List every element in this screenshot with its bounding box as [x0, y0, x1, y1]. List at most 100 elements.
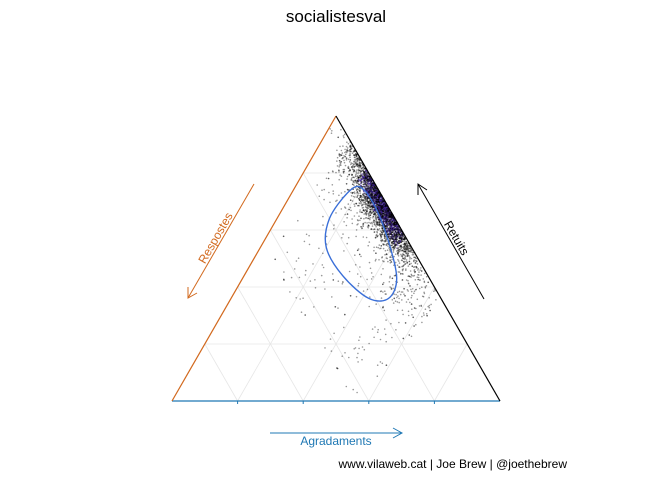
data-point [399, 248, 401, 251]
data-point [422, 278, 425, 280]
data-point [357, 164, 360, 167]
data-point [397, 266, 400, 268]
data-point [359, 162, 362, 164]
data-point [353, 160, 355, 163]
data-point [389, 225, 392, 228]
data-point [351, 173, 353, 176]
data-point [398, 250, 401, 253]
data-point [399, 248, 401, 251]
data-point [378, 218, 381, 220]
data-point [331, 184, 334, 186]
data-point [403, 243, 406, 246]
data-point [389, 232, 392, 234]
data-point [378, 244, 381, 246]
data-point [351, 174, 354, 176]
data-point [358, 197, 360, 200]
data-point [404, 322, 407, 324]
data-point [364, 213, 367, 215]
data-point [396, 252, 399, 254]
data-point [412, 252, 414, 254]
data-point [401, 249, 404, 252]
data-point [388, 247, 390, 249]
data-point [389, 277, 391, 279]
data-point [406, 254, 409, 257]
contour-line [324, 185, 398, 302]
data-point [305, 269, 307, 272]
data-point [342, 157, 344, 159]
data-point [381, 233, 384, 236]
data-point [355, 170, 357, 173]
data-point [405, 249, 407, 251]
data-point [345, 183, 348, 185]
data-point [363, 198, 366, 200]
data-point [403, 248, 406, 250]
data-point [382, 305, 385, 308]
data-point [397, 253, 399, 256]
data-point [358, 183, 361, 186]
data-point [368, 185, 370, 187]
data-point [405, 241, 407, 243]
data-point [398, 290, 401, 293]
data-point [369, 186, 371, 189]
data-point [400, 255, 403, 257]
data-point [372, 188, 375, 191]
data-point [400, 245, 402, 247]
data-point [409, 256, 411, 259]
data-point [374, 216, 377, 218]
data-point [364, 197, 366, 199]
data-point [359, 163, 361, 165]
data-point [423, 280, 426, 283]
data-point [364, 217, 367, 219]
data-point [396, 243, 399, 246]
data-point [397, 251, 400, 253]
data-point [411, 265, 414, 268]
data-point [388, 235, 390, 238]
data-point [340, 161, 343, 163]
data-point [419, 269, 422, 271]
data-point [406, 244, 408, 247]
data-point [366, 172, 369, 174]
data-point [396, 224, 399, 226]
data-point [417, 269, 419, 271]
data-point [355, 175, 357, 178]
data-point [384, 225, 387, 227]
data-point [345, 157, 348, 160]
data-point [359, 188, 362, 190]
data-point [360, 165, 362, 167]
data-point [367, 213, 370, 215]
data-point [357, 192, 360, 195]
data-point [370, 272, 373, 274]
data-point [350, 146, 352, 148]
data-point [360, 217, 362, 220]
data-point [378, 228, 381, 230]
data-point [302, 297, 304, 300]
data-point [344, 313, 346, 316]
data-point [348, 154, 351, 157]
data-point [358, 197, 360, 200]
data-point [351, 222, 354, 225]
data-point [349, 145, 352, 148]
data-point [361, 199, 363, 201]
data-point [390, 260, 393, 263]
data-point [393, 227, 396, 230]
data-point [406, 262, 408, 265]
data-point [389, 239, 391, 241]
data-point [359, 190, 361, 192]
data-point [357, 219, 360, 222]
data-point [364, 195, 367, 198]
data-point [380, 245, 383, 247]
data-point [367, 187, 369, 189]
data-point [401, 265, 403, 268]
data-point [349, 169, 352, 171]
data-point [382, 306, 384, 309]
data-point [300, 311, 303, 314]
data-point [371, 212, 373, 214]
data-point [383, 217, 385, 220]
data-point [372, 196, 375, 198]
data-point [404, 246, 407, 248]
data-point [362, 209, 365, 211]
data-point [350, 147, 353, 150]
data-point [413, 269, 416, 271]
data-point [391, 244, 394, 246]
data-point [336, 160, 338, 162]
